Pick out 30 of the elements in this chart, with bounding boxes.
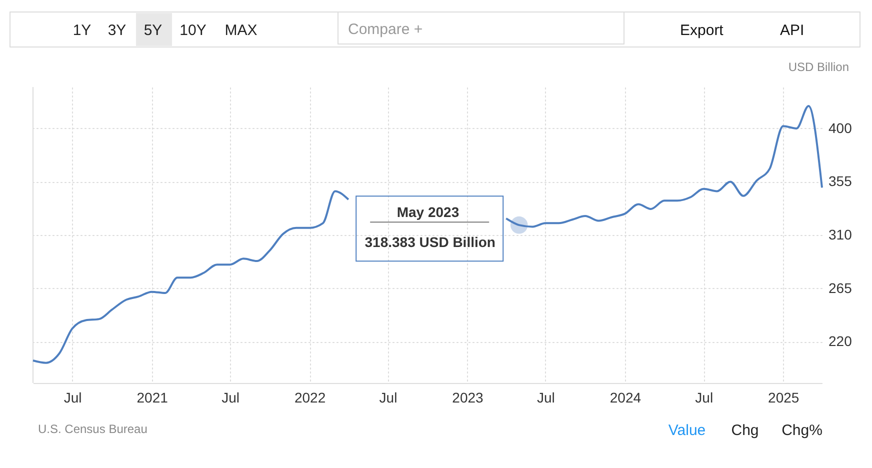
text: U.S. Census Bureau — [38, 422, 148, 436]
y-axis-title: USD Billion — [788, 60, 849, 74]
x-tick-label: Jul — [537, 390, 555, 406]
text: MAX — [224, 22, 258, 39]
y-tick-label: 310 — [828, 226, 852, 242]
y-tick-label: 355 — [828, 173, 852, 190]
y-tick-label: 400 — [828, 120, 852, 136]
x-tick-label: 2022 — [294, 390, 326, 406]
x-tick-label: 2024 — [610, 390, 642, 406]
x-tick-label: Jul — [379, 390, 398, 406]
text: 5Y — [144, 22, 162, 39]
x-tick-label: Jul — [695, 390, 714, 406]
text: Export — [680, 22, 724, 39]
x-tick-label: Jul — [64, 390, 82, 406]
text: API — [780, 22, 804, 39]
y-tick-label: 265 — [828, 280, 852, 296]
text: 10Y — [180, 22, 206, 39]
x-tick-label: 2021 — [136, 390, 168, 406]
annotation: May 2023 — [396, 204, 460, 220]
text: Chg% — [782, 422, 822, 439]
x-tick-label: 2025 — [768, 390, 800, 406]
text: Value — [668, 422, 706, 439]
text: Chg — [731, 422, 759, 439]
text: 1Y — [72, 22, 92, 39]
text: Compare + — [348, 21, 423, 38]
x-tick-label: Jul — [222, 390, 240, 406]
x-tick-label: 2023 — [452, 390, 484, 406]
y-tick-label: 220 — [828, 333, 852, 350]
text: 3Y — [108, 22, 126, 39]
annotation: 318.383 USD Billion — [364, 234, 496, 250]
